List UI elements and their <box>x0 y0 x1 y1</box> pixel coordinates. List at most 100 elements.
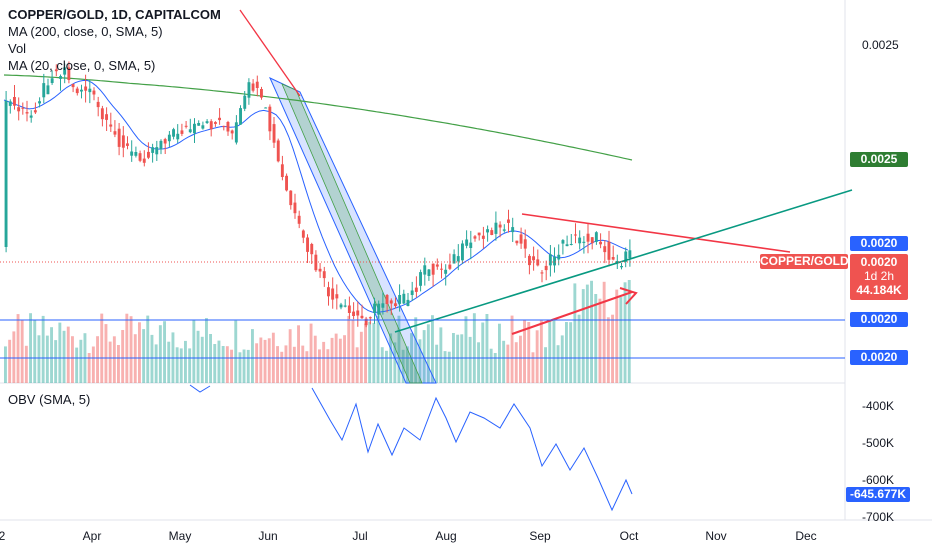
volume-bar <box>318 349 321 383</box>
volume-bar <box>62 330 66 383</box>
volume-bar <box>12 331 16 383</box>
candle-body <box>419 272 422 286</box>
candle-body <box>297 215 301 224</box>
candle-body <box>88 88 92 93</box>
volume-bars <box>4 280 631 383</box>
volume-bar <box>560 335 564 383</box>
volume-bar <box>527 322 531 383</box>
candle-body <box>611 257 615 260</box>
volume-bar <box>138 322 141 383</box>
volume-bar <box>343 335 346 383</box>
volume-bar <box>213 344 217 383</box>
candle-body <box>109 124 113 127</box>
candle-body <box>260 89 263 98</box>
candle-body <box>147 151 150 158</box>
volume-bar <box>577 314 581 383</box>
candle-body <box>255 81 259 88</box>
candle-body <box>343 305 347 307</box>
time-axis-label: 2 <box>0 529 6 543</box>
candle-body <box>599 241 602 245</box>
candle-body <box>519 234 523 244</box>
candle-body <box>356 310 360 316</box>
candle-body <box>38 101 41 104</box>
candle-body <box>293 202 297 214</box>
volume-bar <box>338 338 342 383</box>
volume-bar <box>472 313 476 383</box>
volume-bar <box>418 339 422 383</box>
volume-bar <box>104 324 108 383</box>
candle-body <box>280 164 284 177</box>
ma20-legend[interactable]: MA (20, close, 0, SMA, 5) <box>8 58 156 73</box>
volume-bar <box>606 317 610 383</box>
candle-body <box>528 255 531 266</box>
volume-bar <box>464 316 468 383</box>
volume-bar <box>565 322 568 383</box>
candle-body <box>498 224 502 228</box>
candle-body <box>440 268 443 270</box>
candle-body <box>561 240 565 244</box>
ma200-line <box>3 74 633 161</box>
chart-title: COPPER/GOLD, 1D, CAPITALCOM <box>8 7 221 22</box>
volume-bar <box>368 321 372 383</box>
candle-body <box>385 295 389 304</box>
volume-bar <box>91 346 95 383</box>
candle-body <box>394 303 397 306</box>
horizontal-levels <box>0 261 845 359</box>
candle-body <box>431 263 435 275</box>
candle-body <box>205 121 209 123</box>
volume-bar <box>125 313 129 383</box>
time-axis-label: Sep <box>529 529 551 543</box>
volume-legend[interactable]: Vol <box>8 41 27 56</box>
volume-bar <box>146 315 150 383</box>
candle-body <box>628 250 632 258</box>
volume-bar <box>217 340 221 383</box>
candle-body <box>473 236 477 239</box>
axes: 0.0025 -400K -500K -600K -700K 2 Apr May Jun Jul A… <box>0 38 899 543</box>
volume-bar <box>523 320 526 383</box>
candle-body <box>239 108 242 125</box>
candle-body <box>159 140 163 150</box>
volume-arrow-shaft <box>511 291 633 335</box>
candle-body <box>565 244 569 247</box>
volume-bar <box>468 336 472 383</box>
candle-body <box>590 237 594 244</box>
candle-body <box>490 230 494 235</box>
volume-bar <box>100 313 104 383</box>
volume-bar <box>309 323 313 383</box>
candle-body <box>121 135 125 148</box>
candle-body <box>243 95 247 109</box>
volume-bar <box>66 326 70 383</box>
volume-bar <box>397 315 401 383</box>
volume-bar <box>548 320 552 383</box>
candle-body <box>477 232 481 236</box>
candle-body <box>67 67 71 80</box>
candle-body <box>42 83 46 98</box>
obv-legend[interactable]: OBV (SMA, 5) <box>8 392 91 407</box>
candle-body <box>327 287 330 297</box>
volume-bar <box>33 320 37 383</box>
volume-bar <box>514 342 518 383</box>
volume-bar <box>498 323 501 383</box>
volume-bar <box>41 315 45 383</box>
candle-body <box>50 78 54 83</box>
candle-body <box>96 101 100 108</box>
volume-bar <box>485 314 489 383</box>
candle-body <box>452 254 456 264</box>
ma200-legend[interactable]: MA (200, close, 0, SMA, 5) <box>8 24 163 39</box>
candle-body <box>167 134 171 142</box>
volume-bar <box>297 325 300 383</box>
volume-bar <box>385 350 388 383</box>
volume-bar <box>238 352 242 383</box>
candle-body <box>134 152 138 156</box>
volume-bar <box>615 289 619 383</box>
volume-bar <box>196 330 200 383</box>
volume-bar <box>489 348 493 383</box>
time-axis-label: May <box>169 529 192 543</box>
candle-body <box>578 237 582 244</box>
candle-body <box>624 251 628 262</box>
volume-bar <box>117 345 120 383</box>
candle-body <box>17 107 21 112</box>
time-axis-label: Nov <box>705 529 726 543</box>
candle-body <box>494 222 498 234</box>
